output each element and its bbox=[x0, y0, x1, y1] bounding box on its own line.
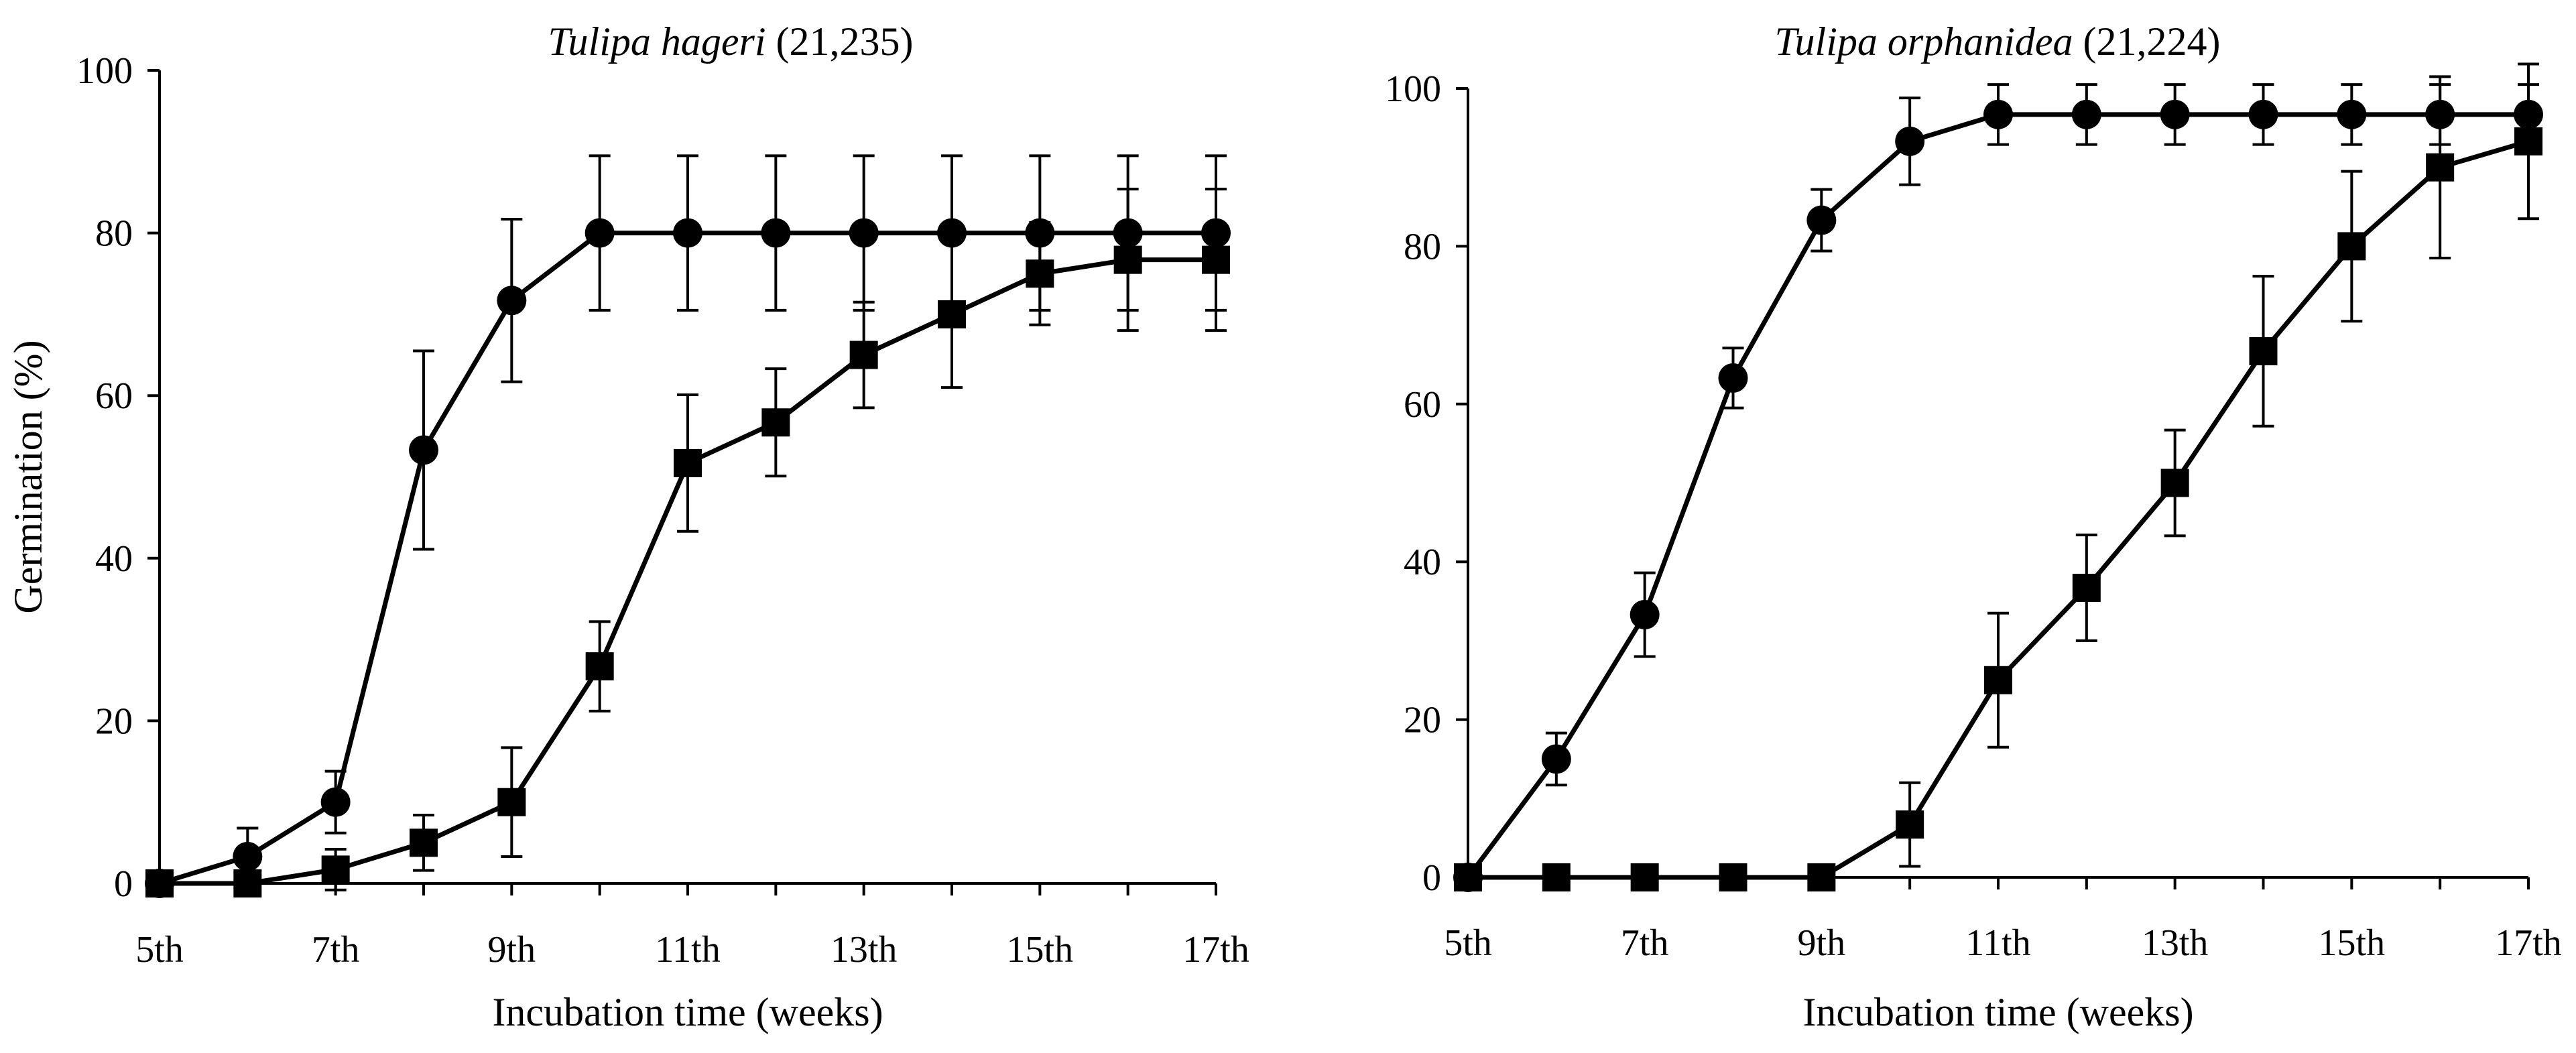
data-point-square bbox=[1454, 863, 1482, 891]
y-tick-label: 0 bbox=[1422, 857, 1441, 899]
x-tick-label: 11th bbox=[1965, 922, 2030, 964]
y-tick-label: 0 bbox=[114, 863, 133, 905]
x-tick-label: 13th bbox=[831, 929, 898, 971]
y-tick-label: 20 bbox=[95, 700, 133, 742]
y-tick-label: 80 bbox=[1404, 226, 1441, 267]
data-point-square bbox=[2160, 469, 2189, 497]
data-point-circle bbox=[320, 787, 351, 817]
y-tick-label: 20 bbox=[1404, 700, 1441, 741]
x-tick-label: 5th bbox=[135, 929, 184, 971]
x-tick-label: 13th bbox=[2142, 922, 2209, 964]
data-point-square bbox=[2337, 232, 2366, 261]
data-point-circle bbox=[409, 435, 438, 465]
y-tick-label: 40 bbox=[95, 538, 133, 580]
data-point-square bbox=[1202, 245, 1230, 274]
data-point-square bbox=[761, 408, 790, 437]
data-point-circle bbox=[233, 841, 263, 871]
data-point-square bbox=[938, 300, 966, 328]
data-point-circle bbox=[1718, 363, 1748, 393]
y-axis-title: Germination (%) bbox=[6, 340, 50, 613]
data-point-circle bbox=[1806, 205, 1837, 235]
data-point-square bbox=[1807, 863, 1836, 891]
y-tick-label: 40 bbox=[1404, 542, 1441, 583]
data-point-circle bbox=[1895, 126, 1925, 156]
x-tick-label: 15th bbox=[1007, 929, 1074, 971]
y-tick-label: 80 bbox=[95, 213, 133, 255]
x-axis-title: Incubation time (weeks) bbox=[492, 990, 883, 1034]
x-tick-label: 9th bbox=[488, 929, 536, 971]
series-line-circles bbox=[158, 231, 1216, 886]
data-point-circle bbox=[673, 218, 702, 248]
data-point-circle bbox=[761, 218, 791, 248]
chart-title: Tulipa orphanidea (21,224) bbox=[1774, 19, 2220, 64]
data-point-circle bbox=[2248, 99, 2278, 129]
chart-panel-tulipa-orphanidea: 0 20 40 60 80 100 5th 7th 9th 11th 13th 15th 17th Tul… bbox=[1385, 19, 2562, 1034]
data-point-square bbox=[2072, 574, 2101, 603]
x-tick-label: 7th bbox=[312, 929, 360, 971]
data-point-square bbox=[2514, 127, 2542, 156]
chart-title: Tulipa hageri (21,235) bbox=[548, 19, 913, 64]
data-point-square bbox=[2426, 153, 2455, 182]
y-tick-label: 60 bbox=[1404, 384, 1441, 426]
data-point-square bbox=[1026, 259, 1054, 288]
data-point-square bbox=[1896, 810, 1924, 839]
data-point-square bbox=[1984, 666, 2012, 694]
x-axis-title: Incubation time (weeks) bbox=[1802, 990, 2193, 1034]
data-point-circle bbox=[1630, 600, 1660, 630]
data-point-circle bbox=[849, 218, 879, 248]
x-tick-label: 17th bbox=[1182, 929, 1249, 971]
x-tick-label: 11th bbox=[655, 929, 720, 971]
x-tick-label: 15th bbox=[2319, 922, 2386, 964]
data-point-square bbox=[145, 869, 174, 897]
y-tick-label: 100 bbox=[76, 50, 133, 92]
data-point-square bbox=[1113, 245, 1142, 274]
data-point-circle bbox=[585, 218, 615, 248]
data-point-square bbox=[2249, 336, 2278, 365]
y-tick-label: 60 bbox=[95, 375, 133, 417]
data-point-square bbox=[321, 855, 350, 884]
data-point-circle bbox=[1983, 99, 2013, 129]
y-tick-label: 100 bbox=[1385, 68, 1441, 110]
data-point-circle bbox=[2337, 99, 2367, 129]
series-line-squares bbox=[1468, 139, 2529, 880]
data-point-square bbox=[1630, 863, 1659, 891]
data-point-circle bbox=[2071, 99, 2101, 129]
data-point-square bbox=[233, 869, 262, 897]
data-point-circle bbox=[2160, 99, 2190, 129]
data-point-square bbox=[1542, 863, 1571, 891]
data-point-square bbox=[585, 652, 614, 681]
data-point-square bbox=[410, 828, 438, 857]
data-point-square bbox=[497, 788, 526, 816]
x-tick-label: 9th bbox=[1798, 922, 1846, 964]
x-tick-label: 5th bbox=[1444, 922, 1492, 964]
data-point-square bbox=[1719, 863, 1747, 891]
data-point-circle bbox=[1541, 744, 1571, 774]
chart-panel-tulipa-hageri: 0 20 40 60 80 100 5th 7th 9th 11th 13th 15th 17th Tul… bbox=[6, 19, 1249, 1034]
x-tick-label: 17th bbox=[2495, 922, 2562, 964]
x-tick-label: 7th bbox=[1621, 922, 1669, 964]
data-point-square bbox=[674, 448, 702, 477]
series-line-squares bbox=[160, 257, 1216, 886]
data-point-square bbox=[849, 340, 878, 369]
data-point-circle bbox=[497, 286, 527, 316]
